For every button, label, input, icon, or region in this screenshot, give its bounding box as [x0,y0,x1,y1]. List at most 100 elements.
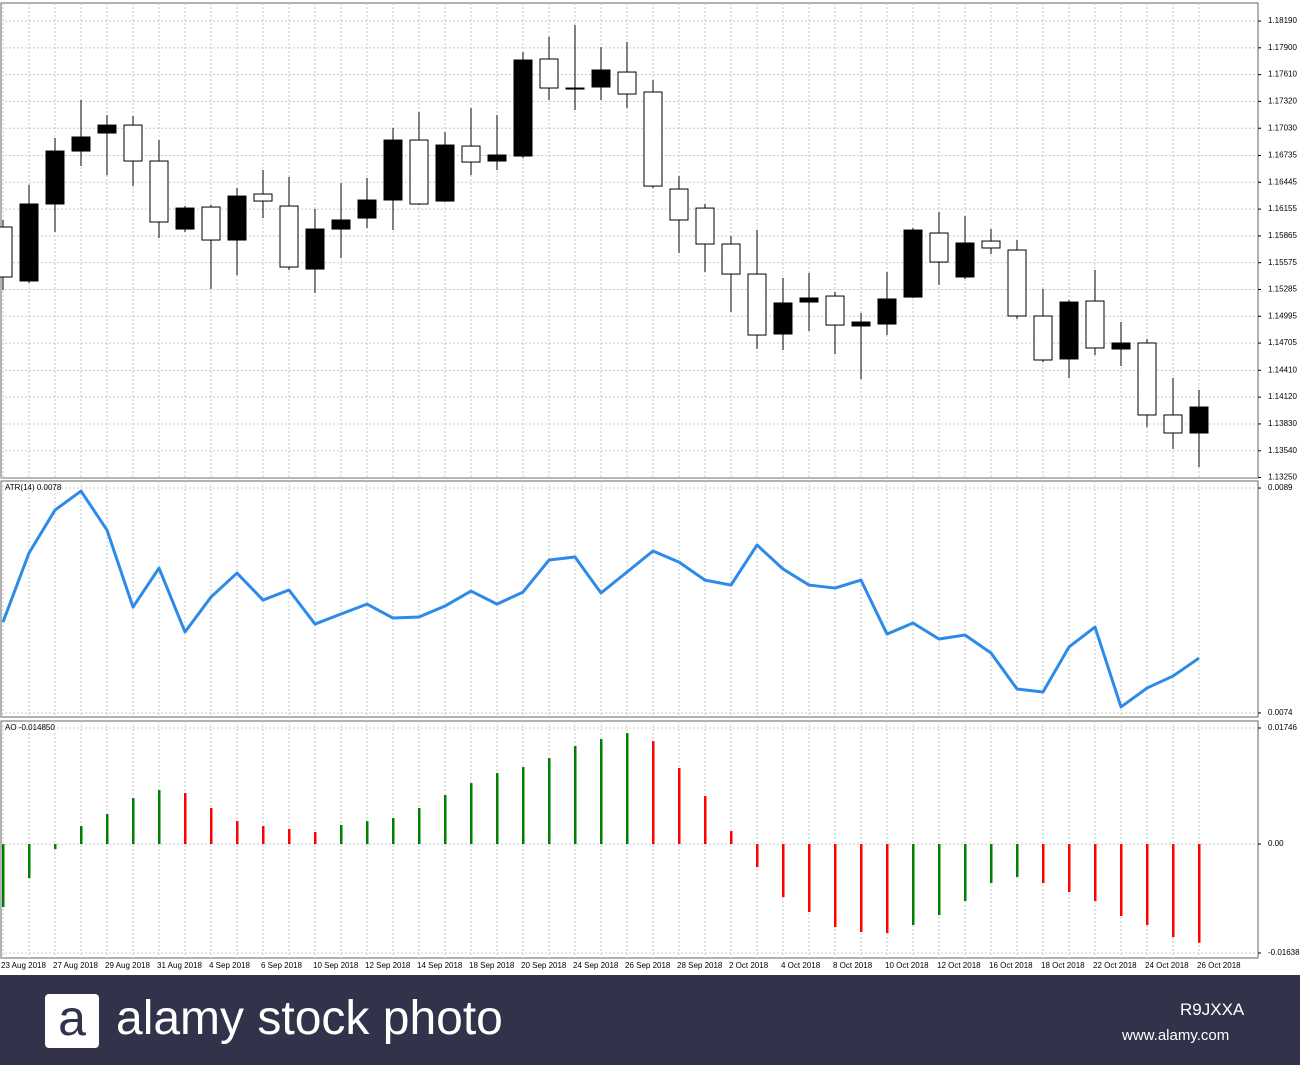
ao-bar [1172,844,1175,938]
candle-body [201,206,221,241]
candle-body [1189,406,1209,434]
x-tick-label: 26 Sep 2018 [625,961,671,970]
logo: a [45,993,99,1048]
footer-banner: a alamy stock photo R9JXXA www.alamy.com [0,975,1300,1065]
candle-body [513,59,533,157]
image-id: R9JXXA [1180,1000,1245,1019]
candle-body [45,150,65,205]
candle-body [1033,315,1053,361]
url: www.alamy.com [1122,1027,1230,1044]
ao-bar [834,844,837,928]
ao-bar [1198,844,1201,943]
x-tick-label: 22 Oct 2018 [1093,961,1137,970]
y-tick-label: 1.15575 [1268,258,1297,267]
y-tick-label: 1.14410 [1268,365,1297,374]
candle-body [279,205,299,268]
x-tick-label: 18 Sep 2018 [469,961,515,970]
x-tick-label: 29 Aug 2018 [105,961,150,970]
x-tick-label: 14 Sep 2018 [417,961,463,970]
ao-bar [262,826,265,845]
ao-bar [288,829,291,845]
x-tick-label: 10 Oct 2018 [885,961,929,970]
y-tick-label: 1.16735 [1268,151,1297,160]
candle-body [1163,414,1183,434]
x-tick-label: 27 Aug 2018 [53,961,98,970]
candle-body [565,87,585,90]
x-tick-label: 23 Aug 2018 [1,961,46,970]
x-tick-label: 12 Oct 2018 [937,961,981,970]
atr-line [1,489,1200,709]
candle-body [695,207,715,245]
candle-body [877,298,897,325]
ao-bar [782,844,785,898]
candle-body [617,71,637,95]
ao-bar [1016,844,1019,878]
x-tick-label: 2 Oct 2018 [729,961,769,970]
ao-bar [860,844,863,933]
ao-bar [340,825,343,845]
x-tick-label: 26 Oct 2018 [1197,961,1241,970]
candle-body [1007,249,1027,317]
candle-body [461,145,481,163]
ao-bar [1120,844,1123,917]
candle-body [175,207,195,230]
ao-bar [80,826,83,845]
candle-body [799,297,819,303]
candle-body [1111,342,1131,350]
ao-bar [548,758,551,845]
candle-body [253,193,273,202]
chart: 1.18190 1.17900 1.17610 1.17320 1.17030 1.167… [0,0,1300,970]
y-tick-label: 1.17030 [1268,123,1297,132]
ao-bar [600,739,603,845]
x-tick-label: 6 Sep 2018 [261,961,302,970]
candle-body [643,91,663,187]
y-tick-label: 1.16155 [1268,204,1297,213]
y-tick-label: 1.13540 [1268,446,1297,455]
y-tick-label: 1.14705 [1268,338,1297,347]
y-tick-label: 1.17610 [1268,70,1297,79]
candle-body [19,203,39,282]
y-tick-label: 0.0074 [1268,708,1293,717]
ao-bar [938,844,941,916]
y-tick-label: 1.14120 [1268,392,1297,401]
ao-bar [704,796,707,845]
y-tick-label: 1.14995 [1268,311,1297,320]
candle-body [981,240,1001,249]
candle-body [435,144,455,202]
candle-body [0,226,13,278]
ao-bar [392,818,395,845]
x-tick-label: 18 Oct 2018 [1041,961,1085,970]
ao-bar [106,814,109,845]
ao-bar [236,821,239,845]
candle-body [71,136,91,152]
x-tick-label: 4 Sep 2018 [209,961,250,970]
candle-body [305,228,325,270]
ao-bar [886,844,889,934]
candle-body [331,219,351,230]
x-tick-label: 28 Sep 2018 [677,961,723,970]
ao-bar [912,844,915,926]
right-axis-bg [1259,0,1260,1]
candle-body [929,232,949,263]
y-tick-label: 1.18190 [1268,16,1297,25]
x-tick-label: 16 Oct 2018 [989,961,1033,970]
ao-bar [730,831,733,845]
candle-body [409,139,429,205]
ao-bar [756,844,759,868]
candle-body [383,139,403,201]
x-tick-label: 8 Oct 2018 [833,961,873,970]
ao-bar [366,821,369,845]
ao-bar [626,733,629,845]
y-tick-label: -0.016388 [1268,948,1300,957]
ao-bar [210,808,213,845]
ao-bar [1094,844,1097,902]
ao-bar [1146,844,1149,926]
y-tick-label: 0.00 [1268,839,1284,848]
x-tick-label: 31 Aug 2018 [157,961,202,970]
indicator-title: AO -0.014850 [5,723,55,732]
y-tick-label: 0.0089 [1268,483,1293,492]
candle-body [747,273,767,336]
ao-bar [678,768,681,845]
x-tick-label: 10 Sep 2018 [313,961,359,970]
